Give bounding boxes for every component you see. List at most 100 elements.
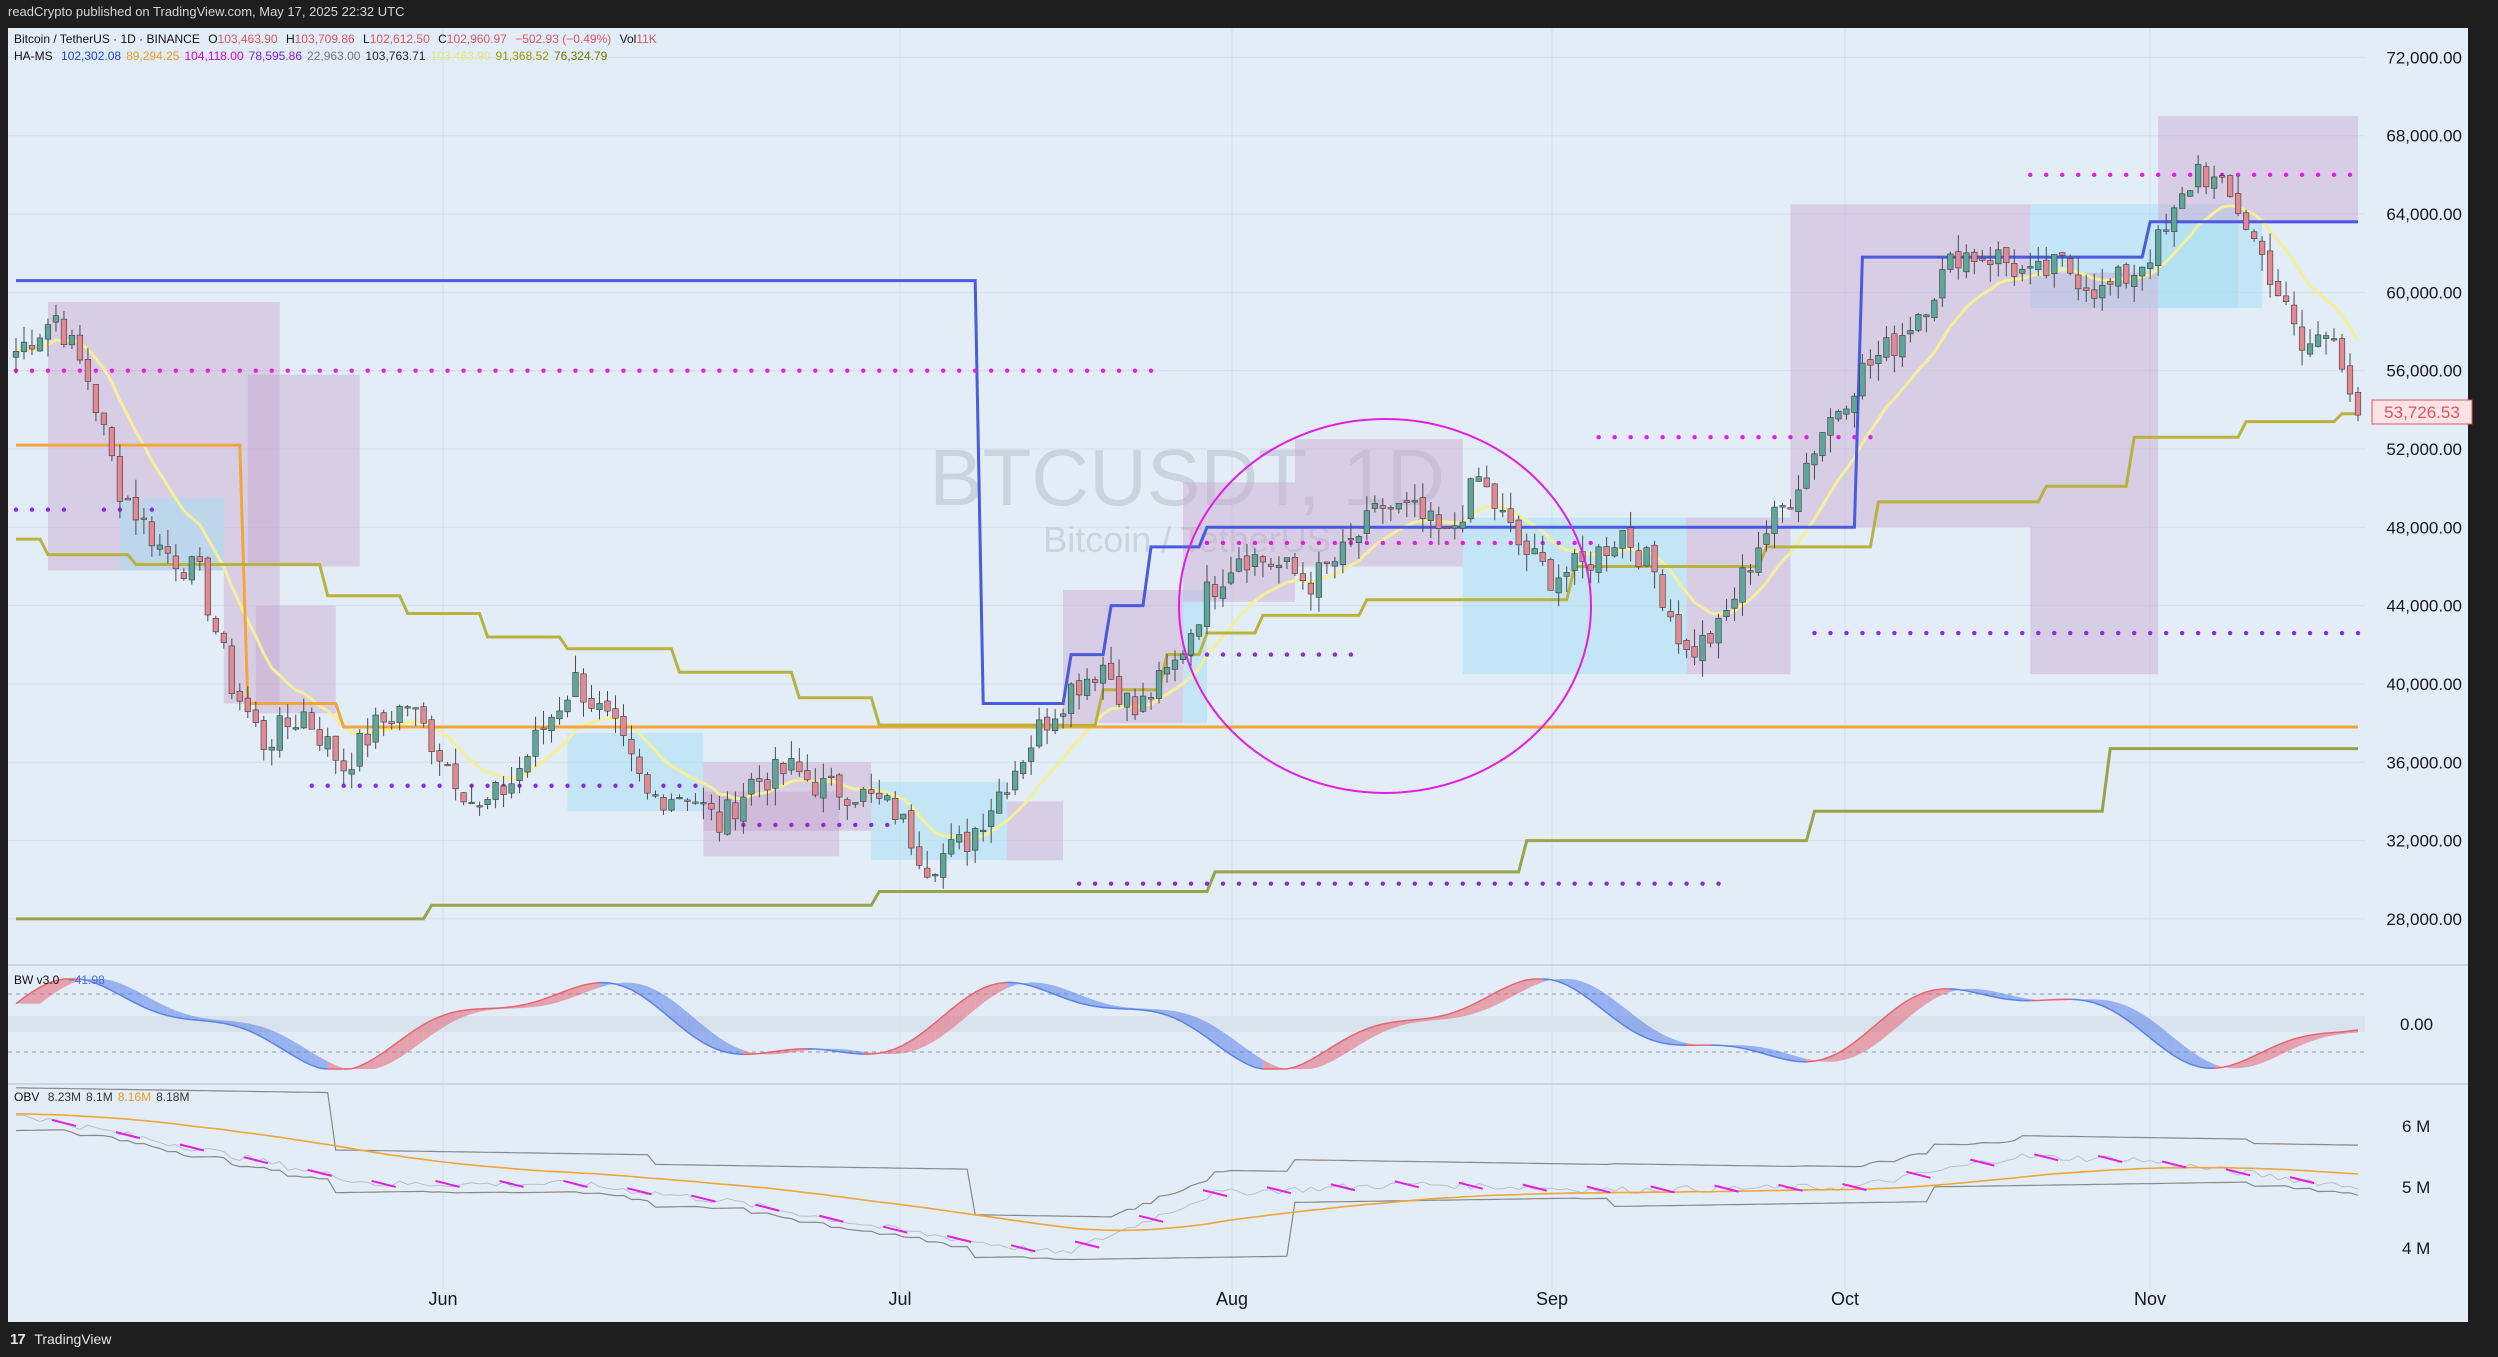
bw-fill	[1087, 997, 1096, 1007]
bw-zero-label: 0.00	[2400, 1015, 2433, 1034]
obv-tick-label: 4 M	[2402, 1239, 2430, 1258]
bw-line	[95, 982, 105, 988]
bw-fill	[2110, 1000, 2119, 1014]
candle-body	[908, 810, 915, 849]
candle-body	[1539, 551, 1546, 562]
bw-fill	[1878, 1015, 1887, 1043]
bw-line	[1038, 987, 1048, 993]
ha-ms-dot	[189, 368, 195, 373]
ha-ms-dot	[445, 368, 450, 373]
candle-body	[924, 867, 931, 878]
candle-body	[1475, 476, 1482, 482]
candle-body	[1331, 561, 1338, 567]
ha-ms-dot	[1268, 881, 1274, 886]
bw-fill	[279, 1033, 288, 1053]
ha-ms-dot	[797, 368, 802, 373]
candle-body	[2067, 258, 2074, 274]
candle-body	[1891, 333, 1898, 356]
obv-signal-dash	[1458, 1181, 1484, 1190]
ha-ms-dot	[333, 368, 338, 373]
bw-line	[2214, 1066, 2223, 1070]
bw-fill	[1894, 1003, 1903, 1030]
candle-body	[2019, 268, 2026, 274]
obv-signal-dash	[1842, 1183, 1867, 1191]
ha-ms-dot	[1852, 435, 1857, 440]
bw-line	[375, 1051, 385, 1059]
ha-ms-dot	[693, 783, 698, 788]
price-tick-label: 48,000.00	[2386, 518, 2462, 537]
ema-path	[15, 204, 2360, 841]
candle-body	[2163, 229, 2170, 232]
bw-fill	[1350, 1032, 1359, 1051]
ha-ms-box	[1294, 439, 1463, 567]
ha-ms-dot	[2291, 630, 2297, 636]
candle-body	[668, 799, 675, 811]
ha-ms-dot	[677, 783, 682, 788]
ha-ms-dot	[613, 783, 618, 788]
candle-body	[812, 781, 819, 796]
candle-body	[1947, 253, 1954, 270]
bw-fill	[1518, 979, 1527, 994]
bw-fill	[103, 979, 112, 991]
ha-ms-dot	[1148, 368, 1154, 373]
bw-line	[1422, 1017, 1431, 1020]
candle-body	[732, 802, 739, 820]
price-axis[interactable]: 28,000.00 32,000.00 36,000.00 40,000.00 44,0…	[2386, 48, 2462, 929]
candle-body	[1171, 659, 1179, 670]
time-axis[interactable]: Jun Jul Aug Sep Oct Nov	[428, 1289, 2166, 1309]
bw-fill	[1926, 989, 1935, 1004]
ha-ms-dot	[893, 368, 898, 373]
bw-fill	[1598, 989, 1607, 1013]
candle-body	[676, 796, 683, 800]
bw-line	[471, 1008, 480, 1011]
bw-oscillator: 0.00	[8, 978, 2433, 1070]
bw-line	[167, 1014, 177, 1019]
bw-line	[1462, 1004, 1472, 1010]
hams-legend: HA-MS 102,302.08 89,294.25 104,118.00 78,59…	[14, 49, 617, 64]
bw-line	[910, 1034, 920, 1042]
bw-line	[999, 981, 1008, 984]
time-tick-label: Jul	[888, 1289, 911, 1309]
ha-ms-dot	[1476, 881, 1481, 886]
candle-body	[2250, 231, 2258, 239]
ha-ms-dot	[1804, 435, 1809, 440]
ha-ms-dot	[1636, 881, 1641, 886]
bw-fill	[1638, 1018, 1647, 1039]
ha-ms-dot	[877, 368, 882, 373]
bw-line	[2149, 1037, 2159, 1045]
bw-line	[1670, 1043, 1679, 1046]
ha-ms-dot	[365, 368, 370, 373]
ha-high-step-line	[16, 220, 2358, 705]
bw-fill	[1510, 982, 1519, 998]
candle-body	[1036, 719, 1043, 747]
obv-signal-dash	[179, 1143, 205, 1152]
candle-body	[724, 799, 731, 835]
ha-ms-dot	[1700, 881, 1705, 886]
ha-ms-dot	[821, 822, 826, 828]
candle-body	[244, 697, 251, 713]
bw-line	[1622, 1023, 1632, 1031]
candle-body	[1075, 680, 1083, 696]
candle-body	[1619, 530, 1626, 549]
bw-fill	[1678, 1040, 1687, 1046]
bw-fill	[999, 982, 1008, 993]
bw-fill	[1622, 1006, 1631, 1030]
time-tick-label: Aug	[1216, 1289, 1248, 1309]
bw-line	[1638, 1033, 1647, 1039]
ha-ms-dot	[1156, 881, 1162, 886]
candle-body	[300, 711, 307, 729]
bw-line	[351, 1065, 360, 1070]
time-tick-label: Jun	[428, 1289, 457, 1309]
bw-line	[1550, 978, 1559, 983]
bw-line	[767, 1050, 776, 1054]
bw-fill	[1534, 979, 1543, 986]
ha-ms-dot	[2275, 630, 2281, 636]
ha-ms-dot	[1236, 540, 1242, 546]
bw-line	[231, 1024, 241, 1029]
bw-line	[1342, 1035, 1352, 1042]
ha-ms-dot	[397, 368, 402, 373]
bw-line	[2189, 1063, 2199, 1068]
bw-line	[1478, 996, 1488, 1003]
ha-ms-dot	[1284, 540, 1290, 546]
